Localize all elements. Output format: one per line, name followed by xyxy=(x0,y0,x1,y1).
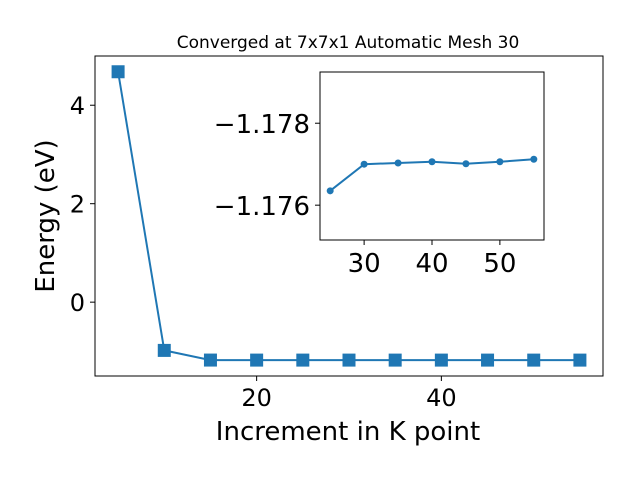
chart-title: Converged at 7x7x1 Automatic Mesh 30 xyxy=(177,33,520,53)
inset-data-point xyxy=(360,160,368,168)
main-plot-frame xyxy=(94,55,604,377)
inset-data-point xyxy=(394,159,402,167)
main-chart: Converged at 7x7x1 Automatic Mesh 30 20 4… xyxy=(31,33,604,447)
inset-x-tick-label: 40 xyxy=(415,249,448,279)
inset-x-tick-label: 50 xyxy=(483,249,516,279)
main-data-point xyxy=(388,353,402,367)
main-y-tick-label: 2 xyxy=(70,191,85,219)
inset-ticks: 30 40 50 −1.178 −1.176 xyxy=(214,110,517,279)
inset-y-tick-label: −1.176 xyxy=(214,192,310,222)
inset-series xyxy=(326,155,538,195)
y-axis-label: Energy (eV) xyxy=(31,139,61,292)
inset-chart: 30 40 50 −1.178 −1.176 xyxy=(214,71,545,279)
main-y-tick-label: 0 xyxy=(70,289,85,317)
inset-data-point xyxy=(462,160,470,168)
inset-data-point xyxy=(496,158,504,166)
main-data-point xyxy=(481,353,495,367)
main-data-point xyxy=(296,353,310,367)
inset-data-point xyxy=(530,155,538,163)
inset-data-point xyxy=(428,158,436,166)
main-data-point xyxy=(203,353,217,367)
main-data-point xyxy=(527,353,541,367)
main-data-point xyxy=(573,353,587,367)
main-data-point xyxy=(250,353,264,367)
main-series xyxy=(111,65,587,367)
main-data-point xyxy=(111,65,125,79)
main-ticks: 20 40 0 2 4 xyxy=(70,92,457,412)
x-axis-label: Increment in K point xyxy=(216,417,480,447)
inset-plot-background xyxy=(320,72,544,240)
main-y-tick-label: 4 xyxy=(70,92,85,120)
main-x-tick-label: 40 xyxy=(426,384,457,412)
main-data-point xyxy=(434,353,448,367)
inset-x-tick-label: 30 xyxy=(348,249,381,279)
inset-data-point xyxy=(326,187,334,195)
main-x-tick-label: 20 xyxy=(241,384,272,412)
main-data-point xyxy=(342,353,356,367)
inset-y-tick-label: −1.178 xyxy=(214,110,310,140)
main-data-point xyxy=(157,343,171,357)
